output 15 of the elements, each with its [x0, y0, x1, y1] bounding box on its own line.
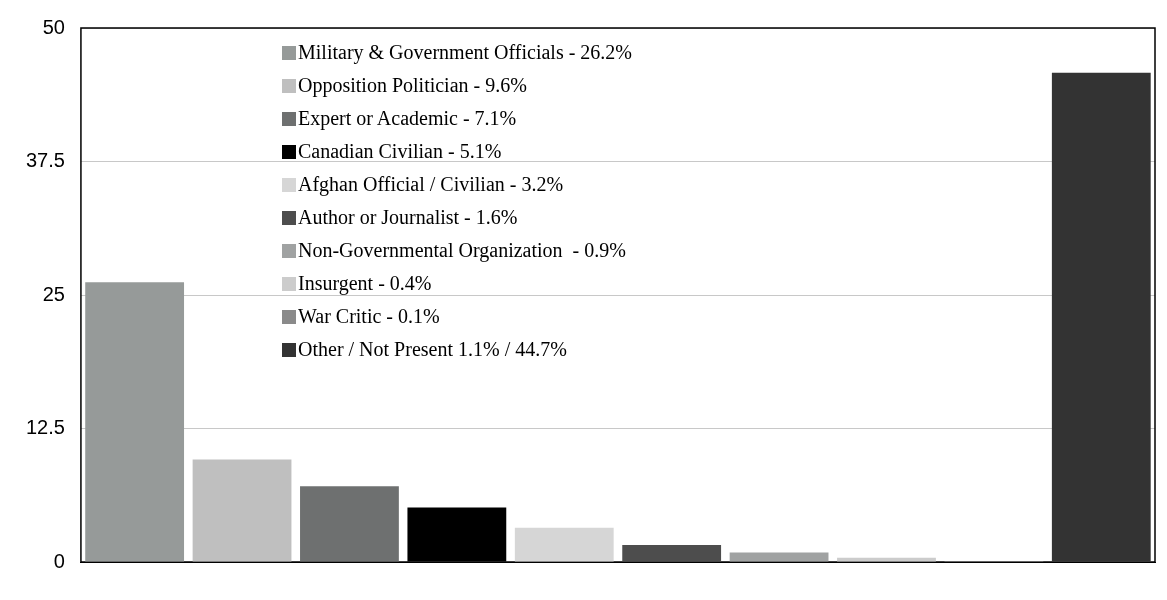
legend-label: Afghan Official / Civilian - 3.2% [298, 173, 564, 196]
legend-label: Non-Governmental Organization - 0.9% [298, 239, 626, 262]
y-tick-label: 50 [42, 15, 65, 38]
legend-label: Insurgent - 0.4% [298, 272, 432, 295]
legend-label: Other / Not Present 1.1% / 44.7% [298, 338, 567, 361]
y-tick-label: 0 [53, 549, 65, 572]
legend-label: Expert or Academic - 7.1% [298, 107, 517, 130]
legend-label: Opposition Politician - 9.6% [298, 74, 527, 97]
legend-label: Canadian Civilian - 5.1% [298, 140, 502, 163]
y-tick-label: 25 [42, 282, 65, 305]
legend-label: War Critic - 0.1% [298, 305, 440, 328]
legend-label: Author or Journalist - 1.6% [298, 206, 518, 229]
y-tick-label: 37.5 [25, 149, 65, 172]
legend-label: Military & Government Officials - 26.2% [298, 41, 633, 64]
y-tick-label: 12.5 [25, 416, 65, 439]
